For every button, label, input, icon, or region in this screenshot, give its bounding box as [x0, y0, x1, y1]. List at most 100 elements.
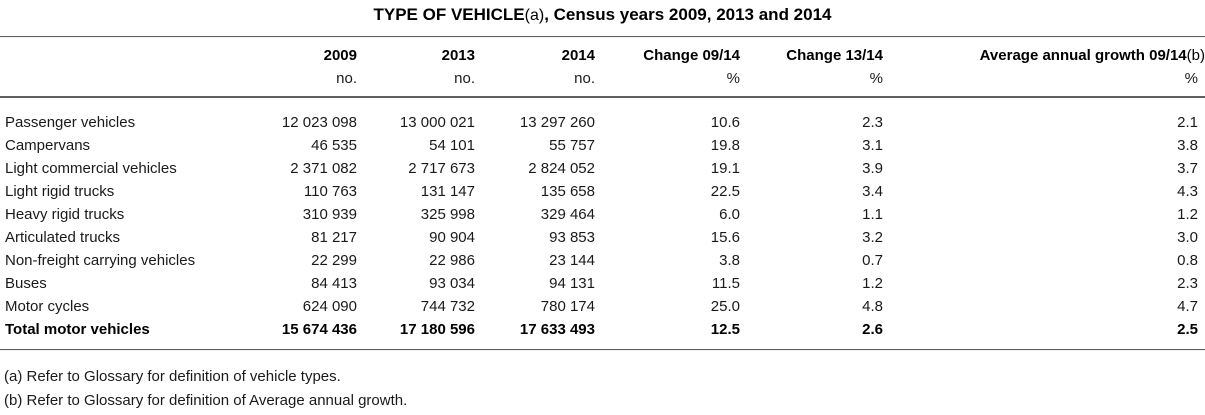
cell-change-13-14: 0.7: [862, 252, 883, 269]
table-row-heavy-rigid-trucks: Heavy rigid trucks 310 939 325 998 329 4…: [0, 203, 1205, 226]
table-row-buses: Buses 84 413 93 034 94 131 11.5 1.2 2.3: [0, 272, 1205, 295]
unit-change-13-14: %: [869, 70, 883, 87]
title-footnote-ref: (a): [524, 7, 545, 24]
cell-2013: 2 717 673: [408, 160, 475, 177]
cell-2014: 93 853: [549, 229, 595, 246]
cell-change-13-14: 3.2: [862, 229, 883, 246]
cell-2013: 93 034: [429, 275, 475, 292]
table-row-passenger-vehicles: Passenger vehicles 12 023 098 13 000 021…: [0, 97, 1205, 134]
cell-2009: 310 939: [302, 206, 357, 223]
column-header-change-13-14: Change 13/14: [786, 47, 883, 64]
cell-change-13-14: 4.8: [862, 298, 883, 315]
cell-change-13-14: 3.9: [862, 160, 883, 177]
cell-avg-growth: 3.7: [1177, 160, 1198, 177]
row-label: Motor cycles: [5, 298, 90, 315]
total-cell-2014: 17 633 493: [519, 321, 595, 338]
page-title: TYPE OF VEHICLE(a), Census years 2009, 2…: [0, 0, 1205, 26]
cell-avg-growth: 2.1: [1177, 114, 1198, 131]
table-header: 2009 2013 2014 Change 09/14 Change 13/14…: [0, 38, 1205, 97]
total-cell-2009: 15 674 436: [281, 321, 357, 338]
cell-avg-growth: 0.8: [1177, 252, 1198, 269]
cell-2013: 90 904: [429, 229, 475, 246]
cell-change-13-14: 1.1: [862, 206, 883, 223]
cell-avg-growth: 4.7: [1177, 298, 1198, 315]
unit-blank: [0, 66, 230, 97]
cell-2013: 54 101: [429, 137, 475, 154]
cell-avg-growth: 3.8: [1177, 137, 1198, 154]
table-row-total-motor-vehicles: Total motor vehicles 15 674 436 17 180 5…: [0, 318, 1205, 349]
footnotes: (a) Refer to Glossary for definition of …: [0, 365, 1205, 413]
total-cell-avg-growth: 2.5: [1177, 321, 1198, 338]
cell-avg-growth: 2.3: [1177, 275, 1198, 292]
row-label: Campervans: [5, 137, 91, 154]
cell-2013: 131 147: [420, 183, 475, 200]
header-row-units: no. no. no. % % %: [0, 66, 1205, 97]
cell-change-13-14: 1.2: [862, 275, 883, 292]
cell-2009: 81 217: [311, 229, 357, 246]
cell-change-09-14: 25.0: [710, 298, 740, 315]
cell-2009: 22 299: [311, 252, 357, 269]
total-cell-change-09-14: 12.5: [710, 321, 740, 338]
header-row-years: 2009 2013 2014 Change 09/14 Change 13/14…: [0, 38, 1205, 66]
cell-2013: 13 000 021: [399, 114, 475, 131]
cell-change-09-14: 15.6: [710, 229, 740, 246]
table-body: Passenger vehicles 12 023 098 13 000 021…: [0, 97, 1205, 349]
cell-avg-growth: 4.3: [1177, 183, 1198, 200]
row-label: Buses: [5, 275, 47, 292]
row-label: Passenger vehicles: [5, 114, 136, 131]
column-header-change-09-14: Change 09/14: [643, 47, 740, 64]
cell-avg-growth: 3.0: [1177, 229, 1198, 246]
horizontal-rule-bottom: [0, 349, 1205, 351]
row-label: Articulated trucks: [5, 229, 121, 246]
cell-2009: 12 023 098: [281, 114, 357, 131]
row-label: Non-freight carrying vehicles: [5, 252, 196, 269]
cell-change-09-14: 10.6: [710, 114, 740, 131]
table-row-light-rigid-trucks: Light rigid trucks 110 763 131 147 135 6…: [0, 180, 1205, 203]
table-row-non-freight-carrying-vehicles: Non-freight carrying vehicles 22 299 22 …: [0, 249, 1205, 272]
cell-2009: 110 763: [303, 183, 357, 200]
column-header-2013: 2013: [441, 47, 475, 64]
cell-2013: 325 998: [420, 206, 475, 223]
table-row-articulated-trucks: Articulated trucks 81 217 90 904 93 853 …: [0, 226, 1205, 249]
unit-2014: no.: [574, 70, 595, 87]
table-row-motor-cycles: Motor cycles 624 090 744 732 780 174 25.…: [0, 295, 1205, 318]
footnote-b: (b) Refer to Glossary for definition of …: [4, 392, 408, 409]
unit-2009: no.: [336, 70, 357, 87]
cell-2009: 2 371 082: [290, 160, 357, 177]
cell-change-09-14: 22.5: [710, 183, 740, 200]
cell-change-13-14: 2.3: [862, 114, 883, 131]
cell-change-09-14: 3.8: [719, 252, 740, 269]
unit-2013: no.: [454, 70, 475, 87]
column-header-2014: 2014: [561, 47, 595, 64]
total-cell-2013: 17 180 596: [399, 321, 475, 338]
unit-change-09-14: %: [726, 70, 740, 87]
title-main: TYPE OF VEHICLE: [373, 5, 525, 24]
cell-2014: 94 131: [549, 275, 595, 292]
header-footnote-ref: (b): [1186, 47, 1205, 64]
cell-2014: 2 824 052: [528, 160, 595, 177]
total-row-label: Total motor vehicles: [5, 321, 150, 338]
cell-2013: 22 986: [429, 252, 475, 269]
cell-2014: 329 464: [540, 206, 595, 223]
row-label: Light commercial vehicles: [5, 160, 177, 177]
cell-2009: 84 413: [311, 275, 357, 292]
header-blank: [0, 38, 230, 66]
cell-change-09-14: 6.0: [719, 206, 740, 223]
cell-2014: 23 144: [549, 252, 595, 269]
cell-change-13-14: 3.1: [862, 137, 883, 154]
row-label: Heavy rigid trucks: [5, 206, 125, 223]
cell-2014: 780 174: [540, 298, 595, 315]
horizontal-rule-top: [0, 36, 1205, 38]
cell-change-13-14: 3.4: [862, 183, 883, 200]
table-row-campervans: Campervans 46 535 54 101 55 757 19.8 3.1…: [0, 134, 1205, 157]
unit-avg-annual-growth: %: [1184, 70, 1198, 87]
cell-avg-growth: 1.2: [1177, 206, 1198, 223]
vehicle-census-table: 2009 2013 2014 Change 09/14 Change 13/14…: [0, 38, 1205, 349]
title-rest: , Census years 2009, 2013 and 2014: [544, 5, 832, 24]
column-header-2009: 2009: [323, 47, 357, 64]
cell-change-09-14: 11.5: [711, 275, 740, 292]
table-row-light-commercial-vehicles: Light commercial vehicles 2 371 082 2 71…: [0, 157, 1205, 180]
row-label: Light rigid trucks: [5, 183, 115, 200]
cell-2009: 624 090: [302, 298, 357, 315]
cell-2013: 744 732: [420, 298, 475, 315]
